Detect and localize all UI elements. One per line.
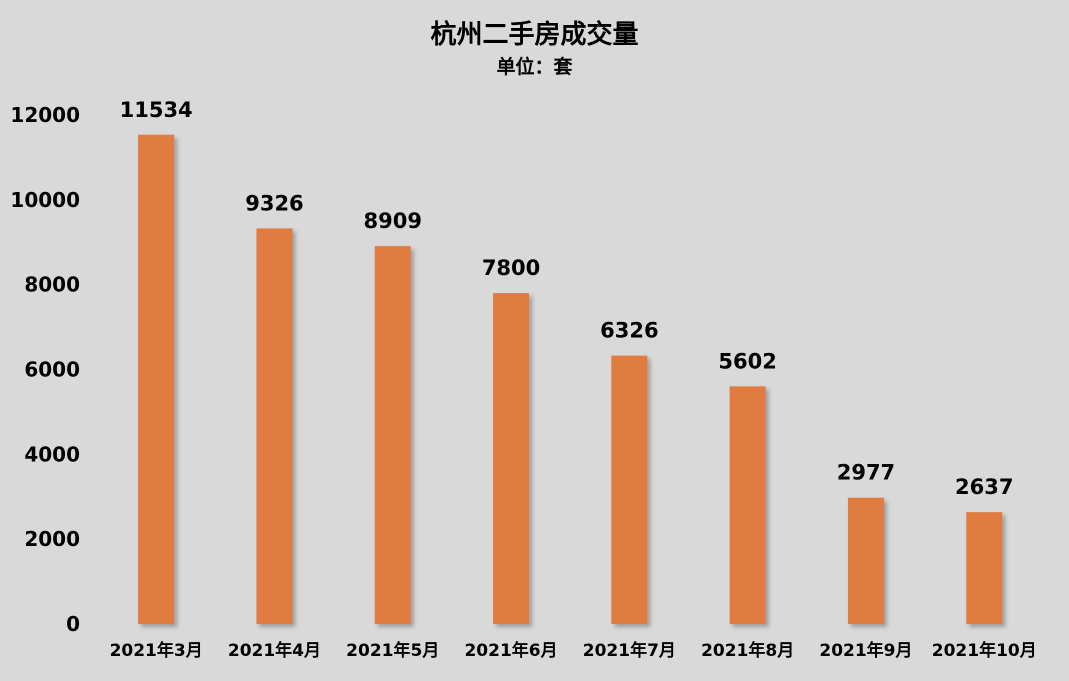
x-tick-label: 2021年6月 (464, 640, 557, 661)
data-labels: 11534 9326 8909 7800 6326 5602 2977 2637 (120, 98, 1014, 499)
x-tick-label: 2021年7月 (583, 640, 676, 661)
bar (611, 355, 648, 624)
y-tick-label: 8000 (24, 273, 80, 297)
bar-value-label: 2977 (837, 461, 895, 485)
bar (138, 134, 175, 624)
x-tick-label: 2021年10月 (932, 640, 1037, 661)
x-axis-labels: 2021年3月 2021年4月 2021年5月 2021年6月 2021年7月 2021年… (110, 640, 1037, 661)
bar (966, 512, 1003, 624)
bar-series (138, 134, 1003, 624)
x-tick-label: 2021年5月 (346, 640, 439, 661)
y-tick-label: 12000 (10, 103, 80, 127)
x-tick-label: 2021年3月 (110, 640, 203, 661)
y-tick-label: 10000 (10, 188, 80, 212)
bar-value-label: 5602 (718, 349, 776, 373)
bar (847, 497, 884, 624)
bar-value-label: 7800 (482, 256, 540, 280)
y-tick-label: 2000 (24, 527, 80, 551)
bar (493, 293, 530, 624)
y-tick-label: 6000 (24, 358, 80, 382)
x-tick-label: 2021年4月 (228, 640, 321, 661)
bar (729, 386, 766, 624)
bar (374, 246, 411, 624)
y-axis-ticks: 0 2000 4000 6000 8000 10000 12000 (10, 103, 80, 636)
chart-title: 杭州二手房成交量 (430, 20, 639, 50)
chart-subtitle: 单位：套 (496, 56, 573, 78)
bar-value-label: 6326 (600, 319, 658, 343)
y-tick-label: 0 (66, 612, 80, 636)
x-tick-label: 2021年8月 (701, 640, 794, 661)
bar-value-label: 2637 (955, 475, 1013, 499)
bar-value-label: 9326 (245, 191, 303, 215)
bar-value-label: 8909 (364, 209, 422, 233)
bar-value-label: 11534 (120, 98, 193, 122)
bar (256, 228, 293, 624)
x-tick-label: 2021年9月 (819, 640, 912, 661)
y-tick-label: 4000 (24, 442, 80, 466)
